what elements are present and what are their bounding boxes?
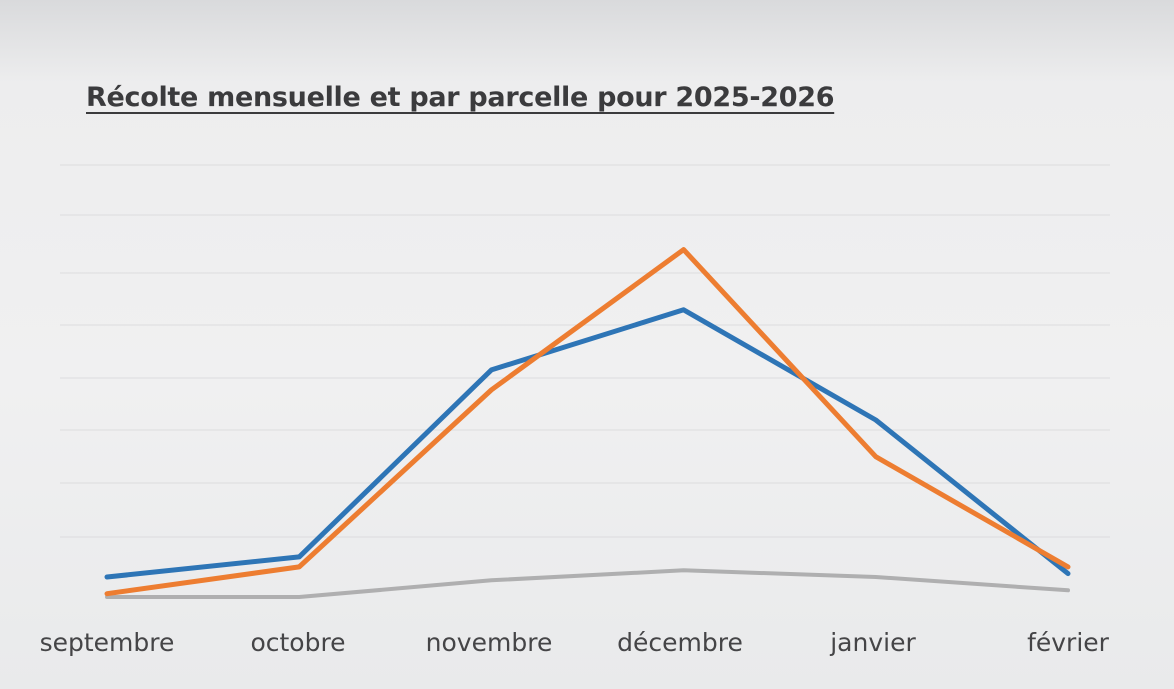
chart-title: Récolte mensuelle et par parcelle pour 2… xyxy=(86,82,835,113)
x-tick-label-4: janvier xyxy=(829,628,916,657)
series-lines xyxy=(104,247,1071,599)
grid-lines xyxy=(60,164,1110,538)
x-tick-label-0: septembre xyxy=(40,628,175,657)
x-tick-label-1: octobre xyxy=(250,628,345,657)
x-tick-label-5: février xyxy=(1027,628,1110,657)
series-line-2 xyxy=(104,247,1071,597)
x-axis-tick-labels: septembre octobre novembre décembre janvier f… xyxy=(40,628,1110,657)
series-line-3 xyxy=(105,568,1070,599)
x-tick-label-2: novembre xyxy=(426,628,553,657)
x-tick-label-3: décembre xyxy=(617,628,743,657)
series-line-1 xyxy=(104,307,1071,580)
